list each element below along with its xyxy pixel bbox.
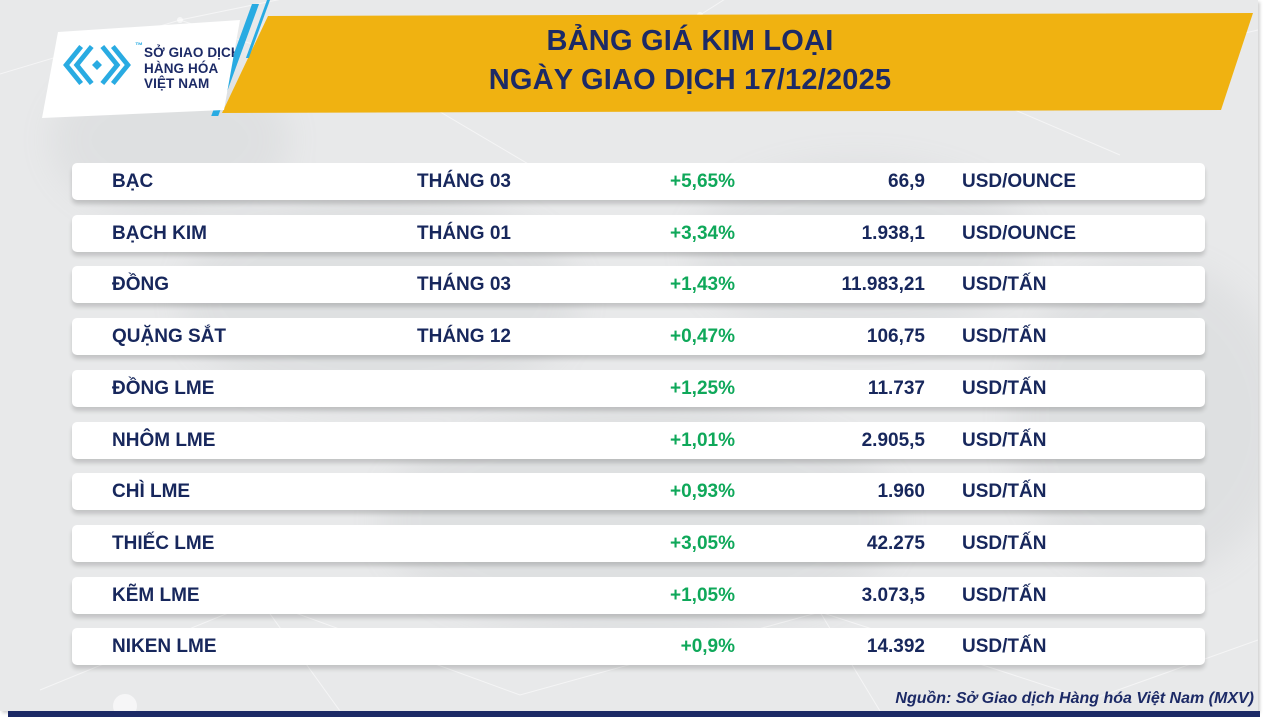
change-percent: +1,25% — [670, 378, 735, 399]
price-value: 42.275 — [866, 533, 925, 554]
bottom-strip — [8, 711, 1260, 717]
price-unit: USD/OUNCE — [962, 223, 1077, 244]
price-value: 106,75 — [866, 326, 925, 347]
price-unit: USD/TẤN — [962, 326, 1047, 347]
title-line2: NGÀY GIAO DỊCH 17/12/2025 — [488, 64, 892, 96]
mxv-logo-card: ™ SỞ GIAO DỊCH HÀNG HÓA VIỆT NAM — [42, 20, 241, 118]
table-row: QUẶNG SẮT THÁNG 12 +0,47% 106,75 USD/TẤN — [72, 318, 1205, 355]
logo-line1: SỞ GIAO DỊCH — [144, 45, 241, 60]
contract-month: THÁNG 03 — [417, 171, 511, 192]
price-value: 3.073,5 — [861, 585, 925, 606]
price-unit: USD/TẤN — [962, 585, 1047, 606]
change-percent: +1,05% — [670, 585, 735, 606]
price-unit: USD/TẤN — [962, 636, 1047, 657]
table-row: BẠC THÁNG 03 +5,65% 66,9 USD/OUNCE — [72, 163, 1205, 200]
price-value: 66,9 — [888, 171, 925, 192]
table-row: KẼM LME +1,05% 3.073,5 USD/TẤN — [72, 577, 1205, 614]
source-note: Nguồn: Sở Giao dịch Hàng hóa Việt Nam (M… — [895, 690, 1254, 707]
change-percent: +3,34% — [670, 223, 735, 244]
commodity-name: KẼM LME — [112, 585, 200, 606]
price-unit: USD/TẤN — [962, 274, 1047, 295]
change-percent: +0,93% — [670, 481, 735, 502]
contract-month: THÁNG 01 — [417, 223, 511, 244]
infographic-canvas: BẢNG GIÁ KIM LOẠI NGÀY GIAO DỊCH 17/12/2… — [0, 0, 1258, 711]
commodity-name: CHÌ LME — [112, 481, 191, 502]
header-banner: BẢNG GIÁ KIM LOẠI NGÀY GIAO DỊCH 17/12/2… — [222, 13, 1253, 113]
page-title: BẢNG GIÁ KIM LOẠI NGÀY GIAO DỊCH 17/12/2… — [350, 22, 1030, 100]
table-row: NHÔM LME +1,01% 2.905,5 USD/TẤN — [72, 422, 1205, 459]
logo-line2: HÀNG HÓA — [144, 60, 219, 76]
price-unit: USD/TẤN — [962, 430, 1047, 451]
price-value: 1.938,1 — [861, 223, 925, 244]
price-value: 11.737 — [867, 378, 925, 399]
commodity-name: NIKEN LME — [112, 636, 217, 657]
change-percent: +1,43% — [670, 274, 735, 295]
price-value: 2.905,5 — [861, 430, 925, 451]
title-line1: BẢNG GIÁ KIM LOẠI — [546, 25, 834, 57]
price-unit: USD/TẤN — [962, 481, 1047, 502]
price-value: 14.392 — [866, 636, 925, 657]
change-percent: +1,01% — [670, 430, 735, 451]
logo-wordmark: SỞ GIAO DỊCH HÀNG HÓA VIỆT NAM — [144, 45, 241, 92]
commodity-name: BẠC — [112, 171, 154, 192]
change-percent: +0,47% — [670, 326, 735, 347]
contract-month: THÁNG 03 — [417, 274, 511, 295]
table-row: THIẾC LME +3,05% 42.275 USD/TẤN — [72, 525, 1205, 562]
mxv-logo-icon — [63, 44, 131, 86]
table-row: CHÌ LME +0,93% 1.960 USD/TẤN — [72, 473, 1205, 510]
table-row: ĐỒNG LME +1,25% 11.737 USD/TẤN — [72, 370, 1205, 407]
price-value: 1.960 — [877, 481, 925, 502]
table-row: BẠCH KIM THÁNG 01 +3,34% 1.938,1 USD/OUNCE — [72, 215, 1205, 252]
table-row: NIKEN LME +0,9% 14.392 USD/TẤN — [72, 628, 1205, 665]
commodity-name: QUẶNG SẮT — [112, 326, 226, 347]
commodity-name: ĐỒNG LME — [112, 378, 215, 399]
price-unit: USD/TẤN — [962, 533, 1047, 554]
trademark-symbol: ™ — [135, 41, 143, 50]
table-row: ĐỒNG THÁNG 03 +1,43% 11.983,21 USD/TẤN — [72, 266, 1205, 303]
change-percent: +0,9% — [680, 636, 735, 657]
contract-month: THÁNG 12 — [417, 326, 511, 347]
commodity-name: ĐỒNG — [112, 274, 169, 295]
price-unit: USD/OUNCE — [962, 171, 1077, 192]
price-unit: USD/TẤN — [962, 378, 1047, 399]
change-percent: +5,65% — [670, 171, 735, 192]
price-value: 11.983,21 — [841, 274, 925, 295]
commodity-name: BẠCH KIM — [112, 223, 207, 244]
logo-line3: VIỆT NAM — [144, 76, 210, 91]
commodity-name: NHÔM LME — [112, 430, 216, 451]
commodity-name: THIẾC LME — [112, 533, 215, 554]
change-percent: +3,05% — [670, 533, 735, 554]
